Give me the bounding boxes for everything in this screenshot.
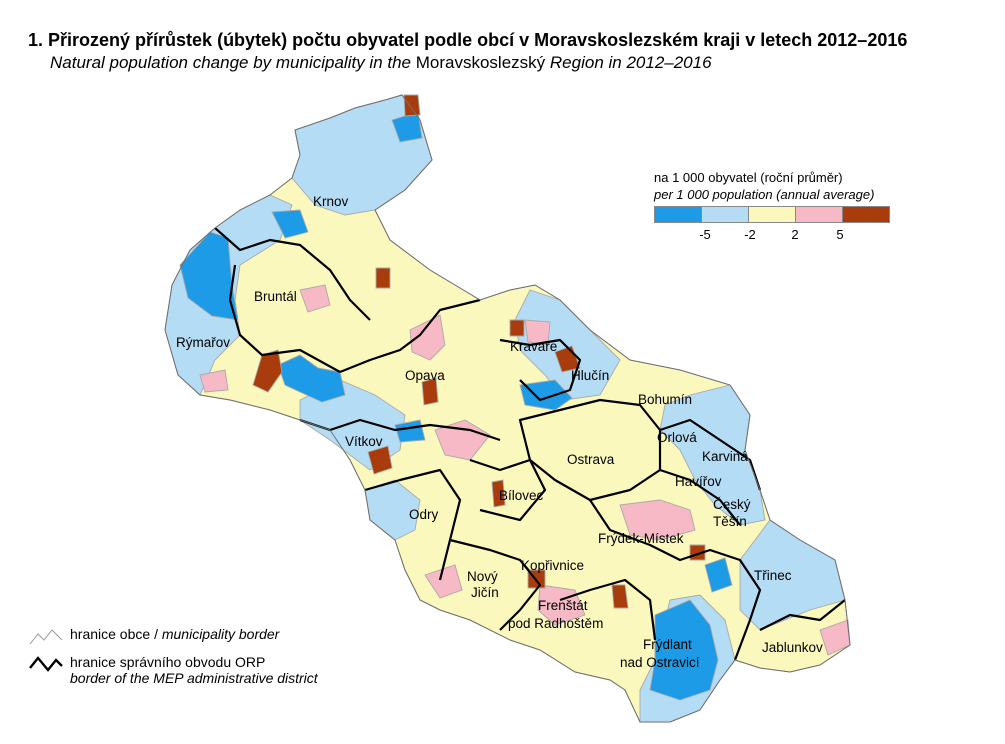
legend-swatch-3	[748, 206, 796, 223]
town-label-cesky-tesin-1: Český	[713, 497, 751, 512]
legend-swatch-2	[701, 206, 749, 223]
municipality-border-cz: hranice obce	[70, 626, 151, 642]
town-label-koprivnice: Kopřivnice	[521, 558, 584, 573]
orp-border-odry	[364, 468, 462, 581]
legend-swatch-4	[795, 206, 843, 223]
town-label-havirov: Havířov	[675, 474, 722, 489]
town-label-frydlant-1: Frýdlant	[643, 637, 692, 652]
town-label-cesky-tesin-2: Těšín	[713, 514, 747, 529]
town-label-ostrava: Ostrava	[567, 452, 615, 467]
area-dark-blue-3	[649, 599, 719, 701]
municipality-border-line-icon	[29, 629, 63, 645]
legend-swatch-1	[654, 206, 702, 223]
town-label-opava: Opava	[405, 368, 445, 383]
area-brown-10	[509, 319, 525, 337]
area-dark-blue-7	[704, 557, 733, 593]
orp-border-bilovec	[469, 458, 547, 522]
town-label-frenstat-2: pod Radhoštěm	[508, 616, 603, 631]
town-label-odry: Odry	[409, 507, 439, 522]
town-label-rymarov: Rýmařov	[176, 335, 230, 350]
orp-border-bruntal	[228, 264, 341, 373]
town-label-frydlant-2: nad Ostravicí	[620, 655, 700, 670]
town-label-bohumin: Bohumín	[638, 392, 692, 407]
title-en-region: Moravskoslezský	[415, 53, 546, 72]
orp-border-karvina	[659, 418, 762, 491]
legend-break-4: 5	[836, 227, 844, 242]
area-brown-7	[375, 267, 391, 289]
area-pink-5	[524, 319, 551, 346]
area-dark-blue-1	[179, 231, 239, 321]
orp-border-hlucin	[499, 338, 582, 402]
legend-break-2: -2	[744, 227, 756, 242]
orp-border-opava	[339, 298, 481, 374]
municipality-border-en: municipality border	[161, 626, 280, 642]
border-legend: hranice obce / municipality border hrani…	[28, 626, 318, 692]
area-dark-blue-2	[277, 354, 346, 403]
town-label-jablunkov: Jablunkov	[762, 640, 823, 655]
map-title-block: 1. Přirozený přírůstek (úbytek) počtu ob…	[28, 30, 907, 73]
legend-break-labels: -5 -2 2 5	[654, 227, 954, 247]
area-pink-7	[299, 284, 331, 313]
legend-unit-czech: na 1 000 obyvatel (roční průměr)	[654, 170, 843, 185]
town-label-orlova: Orlová	[657, 430, 697, 445]
legend-slash: /	[154, 626, 158, 642]
orp-border-line-icon	[29, 656, 63, 672]
map-title-english: Natural population change by municipalit…	[50, 53, 907, 73]
town-label-bilovec: Bílovec	[499, 488, 544, 503]
town-label-bruntal: Bruntál	[254, 289, 297, 304]
orp-border-frenstat	[559, 578, 657, 641]
orp-border-frydek	[589, 499, 762, 661]
border-legend-orp: hranice správního obvodu ORP border of t…	[28, 654, 318, 686]
area-dark-blue-4	[519, 379, 573, 411]
orp-border-krnov	[214, 227, 371, 321]
title-en-part2: Region in 2012–2016	[549, 53, 712, 72]
orp-border-en: border of the MEP administrative distric…	[70, 670, 318, 686]
town-label-vitkov: Vítkov	[345, 434, 383, 449]
area-brown-2	[367, 445, 393, 475]
legend-unit-english: per 1 000 population (annual average)	[654, 187, 875, 202]
legend-swatch-5	[842, 206, 890, 223]
town-label-frydek-mistek: Frýdek-Místek	[598, 531, 684, 546]
title-en-part1: Natural population change by municipalit…	[50, 53, 412, 72]
orp-border-jablunkov	[759, 599, 846, 631]
color-legend: na 1 000 obyvatel (roční průměr) per 1 0…	[654, 170, 954, 247]
town-label-hlucin: Hlučín	[571, 368, 609, 383]
area-brown-1	[252, 349, 283, 393]
orp-border-havirov	[659, 468, 741, 526]
area-pink-9	[199, 369, 229, 393]
area-pink-2	[619, 499, 696, 541]
orp-border-cz: hranice správního obvodu ORP	[70, 654, 266, 670]
town-label-karvina: Karviná	[702, 449, 748, 464]
area-brown-4	[421, 377, 439, 406]
town-label-krnov: Krnov	[313, 194, 349, 209]
town-label-novy-jicin-1: Nový	[467, 569, 498, 584]
legend-break-3: 2	[791, 227, 799, 242]
border-legend-municipality: hranice obce / municipality border	[28, 626, 318, 648]
area-pink-3	[424, 564, 463, 599]
town-label-novy-jicin-2: Jičín	[471, 585, 499, 600]
town-label-frenstat-1: Frenštát	[538, 598, 588, 613]
town-label-trinec: Třinec	[754, 568, 792, 583]
legend-swatches	[654, 206, 954, 223]
area-brown-9	[611, 584, 629, 609]
area-dark-blue-8	[394, 419, 426, 443]
town-label-kravare: Kravaře	[510, 339, 557, 354]
area-dark-blue-5	[271, 209, 309, 239]
map-title-czech: 1. Přirozený přírůstek (úbytek) počtu ob…	[28, 30, 908, 50]
legend-break-1: -5	[699, 227, 711, 242]
area-brown-5	[491, 479, 506, 508]
orp-border-novy-jicin	[449, 538, 542, 631]
region-outline	[164, 94, 851, 723]
area-brown-6	[403, 94, 421, 117]
area-pink-1	[434, 419, 491, 461]
area-light-blue-6	[299, 379, 406, 471]
